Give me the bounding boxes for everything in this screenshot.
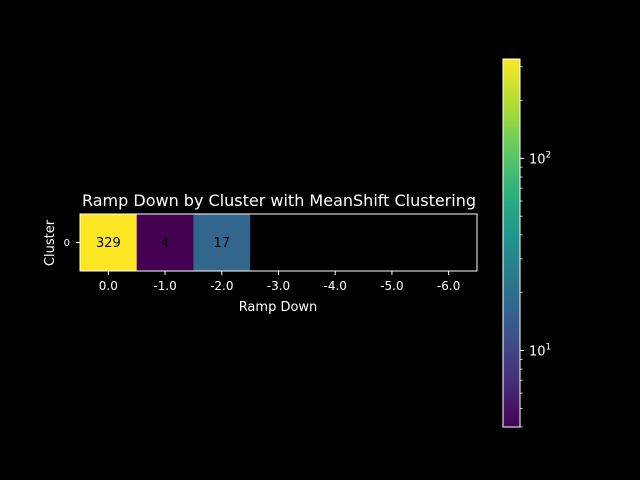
heatmap-plot: 329 4 17 0.0 -1.0 -2.0 -3.0 -4.0 -5.0 -6.0 0 bbox=[64, 213, 478, 293]
heatmap-cell bbox=[136, 214, 194, 271]
x-axis-label: Ramp Down bbox=[239, 300, 318, 315]
colorbar-frame bbox=[502, 58, 521, 428]
colorbar-ticks: 101 102 bbox=[520, 66, 551, 428]
y-tick-label: 0 bbox=[64, 238, 70, 249]
y-axis-label: Cluster bbox=[43, 219, 58, 266]
heatmap-cell bbox=[420, 214, 478, 271]
colorbar-gradient bbox=[503, 59, 520, 427]
x-tick-label: 0.0 bbox=[99, 279, 118, 293]
x-tick-label: -1.0 bbox=[153, 279, 176, 293]
heatmap-cell bbox=[306, 214, 364, 271]
heatmap-cell-labels: 329 4 17 bbox=[96, 236, 230, 251]
x-tick-label: -2.0 bbox=[210, 279, 233, 293]
heatmap-cell bbox=[250, 214, 308, 271]
chart-title: Ramp Down by Cluster with MeanShift Clus… bbox=[82, 191, 476, 210]
heatmap-cells bbox=[80, 214, 478, 271]
x-axis-ticks: 0.0 -1.0 -2.0 -3.0 -4.0 -5.0 -6.0 bbox=[99, 271, 460, 293]
heatmap-cell bbox=[193, 214, 251, 271]
colorbar: 101 102 bbox=[502, 58, 551, 428]
y-axis-ticks: 0 bbox=[64, 238, 80, 249]
cell-value-label: 4 bbox=[161, 236, 169, 251]
colorbar-tick-label: 101 bbox=[529, 343, 551, 360]
x-tick-label: -5.0 bbox=[380, 279, 403, 293]
x-tick-label: -6.0 bbox=[437, 279, 460, 293]
x-tick-label: -3.0 bbox=[267, 279, 290, 293]
cell-value-label: 17 bbox=[214, 236, 231, 251]
heatmap-cell bbox=[363, 214, 421, 271]
x-tick-label: -4.0 bbox=[324, 279, 347, 293]
colorbar-tick-label: 102 bbox=[529, 150, 551, 167]
cell-value-label: 329 bbox=[96, 236, 121, 251]
heatmap-cell bbox=[80, 214, 138, 271]
